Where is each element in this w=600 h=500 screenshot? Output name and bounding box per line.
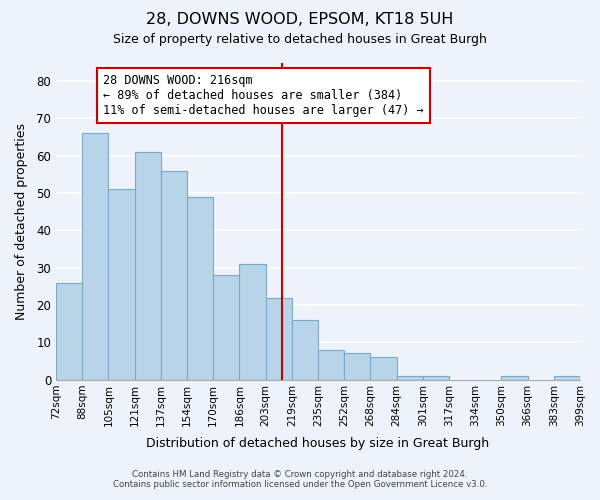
Bar [213, 275, 239, 380]
Bar [423, 376, 449, 380]
Bar [502, 376, 527, 380]
Bar [397, 376, 423, 380]
Bar [161, 170, 187, 380]
Text: Size of property relative to detached houses in Great Burgh: Size of property relative to detached ho… [113, 32, 487, 46]
Bar [266, 298, 292, 380]
Bar [82, 134, 109, 380]
Bar [134, 152, 161, 380]
Bar [370, 357, 397, 380]
Bar [554, 376, 580, 380]
Bar [344, 354, 370, 380]
Text: 28, DOWNS WOOD, EPSOM, KT18 5UH: 28, DOWNS WOOD, EPSOM, KT18 5UH [146, 12, 454, 28]
Bar [239, 264, 266, 380]
Text: Contains HM Land Registry data © Crown copyright and database right 2024.
Contai: Contains HM Land Registry data © Crown c… [113, 470, 487, 489]
Bar [318, 350, 344, 380]
Bar [292, 320, 318, 380]
Bar [109, 190, 134, 380]
Text: 28 DOWNS WOOD: 216sqm
← 89% of detached houses are smaller (384)
11% of semi-det: 28 DOWNS WOOD: 216sqm ← 89% of detached … [103, 74, 424, 116]
Bar [187, 197, 213, 380]
Bar [56, 282, 82, 380]
Y-axis label: Number of detached properties: Number of detached properties [15, 122, 28, 320]
X-axis label: Distribution of detached houses by size in Great Burgh: Distribution of detached houses by size … [146, 437, 490, 450]
